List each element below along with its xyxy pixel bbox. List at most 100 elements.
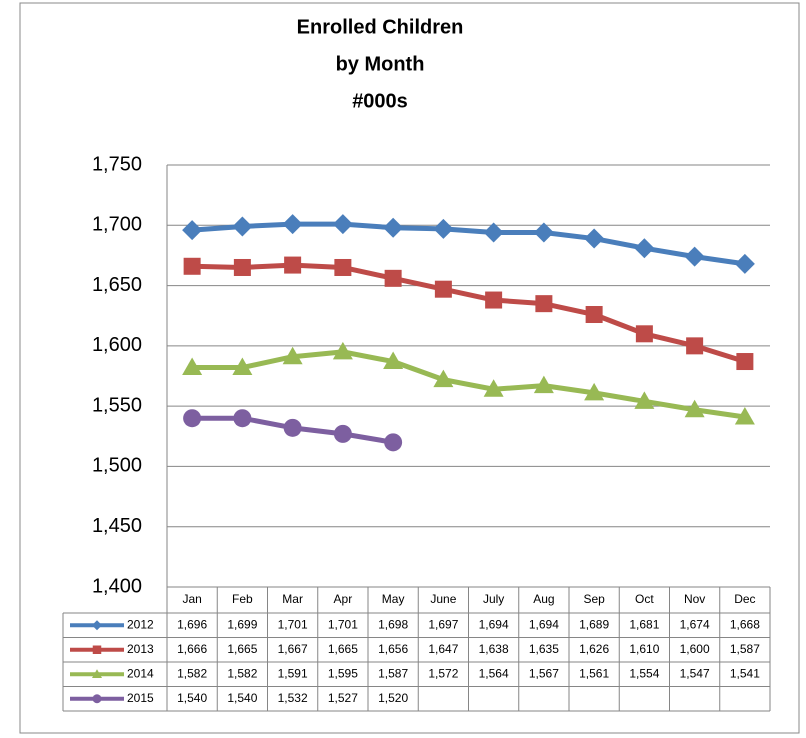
table-value: 1,520 <box>378 691 408 705</box>
marker <box>485 291 503 309</box>
x-tick-label: July <box>483 592 504 606</box>
x-tick-label: Mar <box>282 592 303 606</box>
marker <box>686 337 704 355</box>
series-line <box>192 349 746 420</box>
table-value: 1,665 <box>227 642 257 656</box>
table-value: 1,696 <box>177 617 207 631</box>
y-tick-label: 1,550 <box>92 394 142 416</box>
marker <box>585 306 603 324</box>
table-value: 1,697 <box>428 617 458 631</box>
marker <box>734 253 755 274</box>
legend-label: 2015 <box>127 691 154 705</box>
table-value: 1,698 <box>378 617 408 631</box>
table-value: 1,665 <box>328 642 358 656</box>
table-value: 1,561 <box>579 666 609 680</box>
legend-label: 2014 <box>127 666 154 680</box>
marker <box>284 256 302 274</box>
marker <box>283 418 302 437</box>
marker <box>332 214 353 235</box>
marker <box>282 346 303 365</box>
table-value: 1,595 <box>328 666 358 680</box>
x-tick-label: Nov <box>684 592 705 606</box>
y-tick-label: 1,400 <box>92 575 142 597</box>
legend-label: 2013 <box>127 642 154 656</box>
x-tick-label: June <box>430 592 456 606</box>
table-value: 1,667 <box>278 642 308 656</box>
marker <box>333 424 352 443</box>
table-value: 1,564 <box>479 666 509 680</box>
x-tick-label: Apr <box>334 592 353 606</box>
x-tick-label: Aug <box>533 592 554 606</box>
marker <box>434 280 452 298</box>
table-value: 1,540 <box>177 691 207 705</box>
table-value: 1,666 <box>177 642 207 656</box>
y-tick-label: 1,600 <box>92 334 142 356</box>
table-value: 1,610 <box>629 642 659 656</box>
legend-marker <box>92 694 102 704</box>
table-value: 1,540 <box>227 691 257 705</box>
y-tick-label: 1,700 <box>92 214 142 236</box>
marker <box>433 218 454 239</box>
chart-title: #000s <box>352 90 408 112</box>
table-value: 1,635 <box>529 642 559 656</box>
x-tick-label: Dec <box>734 592 755 606</box>
table-value: 1,674 <box>680 617 710 631</box>
table-value: 1,699 <box>227 617 257 631</box>
marker <box>383 351 404 370</box>
marker <box>232 357 253 376</box>
marker <box>332 341 353 360</box>
table-value: 1,587 <box>730 642 760 656</box>
table-value: 1,701 <box>328 617 358 631</box>
table-value: 1,587 <box>378 666 408 680</box>
y-tick-label: 1,450 <box>92 515 142 537</box>
marker <box>483 379 504 397</box>
marker <box>182 357 203 376</box>
marker <box>483 222 504 243</box>
table-value: 1,600 <box>680 642 710 656</box>
table-value: 1,647 <box>428 642 458 656</box>
marker <box>384 269 402 287</box>
marker <box>233 409 252 428</box>
marker <box>635 325 653 343</box>
table-value: 1,668 <box>730 617 760 631</box>
marker <box>634 238 655 259</box>
table-value: 1,638 <box>479 642 509 656</box>
table-value: 1,626 <box>579 642 609 656</box>
chart-title: Enrolled Children <box>297 16 464 38</box>
marker <box>282 214 303 235</box>
table-value: 1,572 <box>428 666 458 680</box>
marker <box>684 246 705 267</box>
marker <box>334 258 352 276</box>
x-tick-label: Sep <box>583 592 605 606</box>
marker <box>233 258 251 276</box>
table-value: 1,694 <box>479 617 509 631</box>
table-value: 1,591 <box>278 666 308 680</box>
marker <box>584 382 605 401</box>
chart-title: by Month <box>336 53 425 75</box>
marker <box>183 257 201 275</box>
y-tick-label: 1,750 <box>92 153 142 175</box>
table-value: 1,554 <box>629 666 659 680</box>
marker <box>584 228 605 249</box>
marker <box>535 295 553 313</box>
table-value: 1,582 <box>177 666 207 680</box>
legend-marker <box>92 669 102 678</box>
table-value: 1,567 <box>529 666 559 680</box>
x-tick-label: Feb <box>232 592 253 606</box>
marker <box>384 433 403 452</box>
marker <box>533 375 554 394</box>
marker <box>634 391 655 409</box>
legend-marker <box>92 620 102 631</box>
table-value: 1,582 <box>227 666 257 680</box>
marker <box>232 216 253 237</box>
y-tick-label: 1,500 <box>92 455 142 477</box>
table-value: 1,694 <box>529 617 559 631</box>
y-tick-label: 1,650 <box>92 274 142 296</box>
marker <box>533 222 554 243</box>
x-tick-label: May <box>382 592 405 606</box>
table-value: 1,689 <box>579 617 609 631</box>
table-value: 1,681 <box>629 617 659 631</box>
marker <box>684 399 705 418</box>
table-value: 1,547 <box>680 666 710 680</box>
